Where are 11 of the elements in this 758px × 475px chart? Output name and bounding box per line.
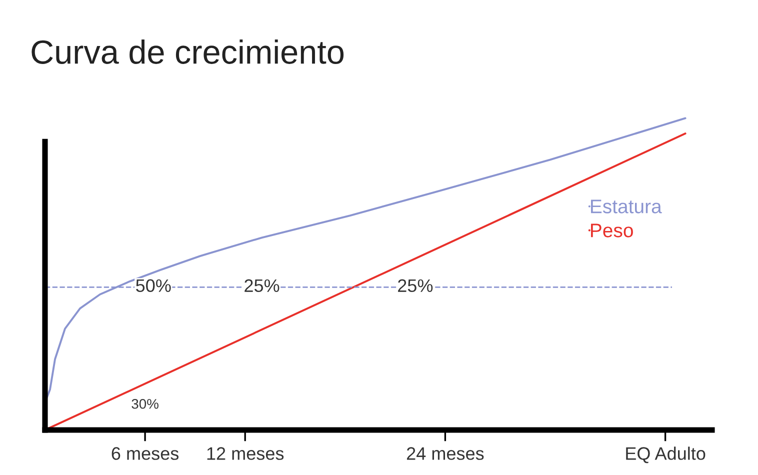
- legend-label: Peso: [591, 224, 633, 238]
- x-tick-label: 6 meses: [112, 447, 179, 460]
- x-tick-label: EQ Adulto: [626, 446, 706, 464]
- annotation: 50%: [136, 279, 171, 292]
- annotation: 25%: [398, 279, 433, 292]
- legend-label: Estatura: [591, 200, 662, 214]
- chart-title: Curva de crecimiento: [32, 39, 344, 64]
- x-tick-label: 12 meses: [207, 447, 284, 460]
- annotation: 25%: [244, 279, 280, 292]
- annotation: 30%: [132, 398, 158, 409]
- x-tick-label: 24 meses: [406, 447, 484, 460]
